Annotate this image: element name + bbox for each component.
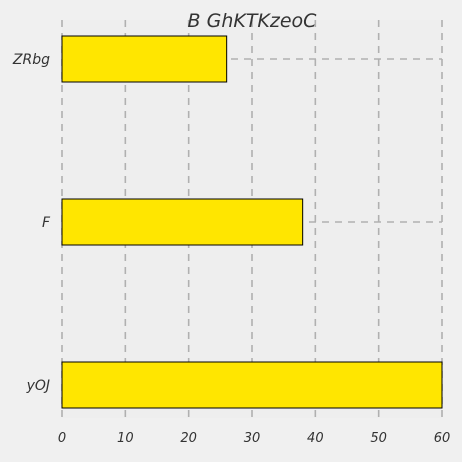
x-tick-label: 20	[180, 431, 197, 446]
bar-f	[61, 198, 304, 246]
y-tick-label: ZRbg	[12, 52, 50, 68]
x-tick-label: 50	[370, 431, 387, 446]
x-tick-label: 40	[307, 431, 324, 446]
x-tick-label: 30	[244, 431, 261, 446]
x-tick-labels: 0 10 20 30 40 50 60	[58, 431, 450, 446]
chart-title: B GhKTKzeoC	[188, 10, 318, 32]
bars	[61, 35, 443, 409]
x-tick-label: 60	[434, 431, 451, 446]
y-tick-label: F	[42, 215, 51, 231]
x-tick-label: 0	[58, 431, 66, 446]
x-tick-label: 10	[117, 431, 134, 446]
bar-yoj	[61, 361, 443, 409]
bar-zrbg	[61, 35, 228, 83]
y-tick-label: yOJ	[26, 378, 50, 394]
